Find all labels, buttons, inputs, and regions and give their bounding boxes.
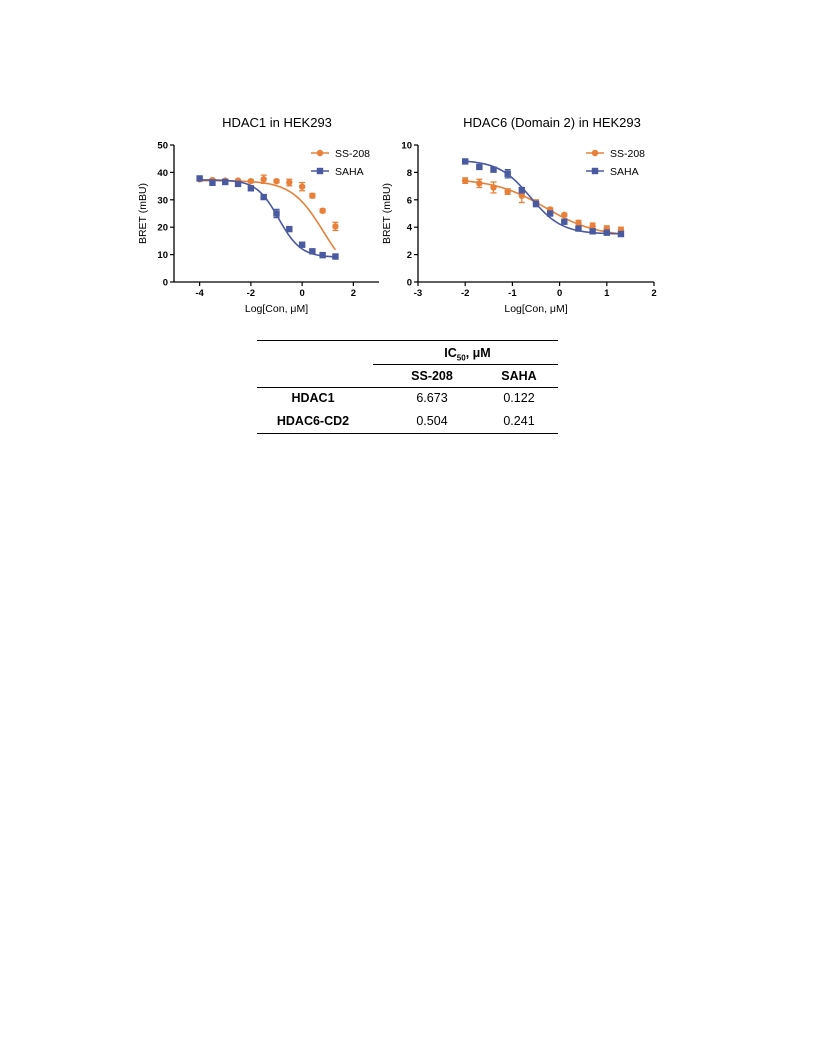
y-tick-label: 50 [157,141,168,152]
data-point-ss-208 [476,180,483,187]
y-axis-label: BRET (mBU) [137,183,149,244]
x-axis-label: Log[Con, μM] [245,303,308,315]
column-header-ss208: SS-208 [411,369,453,383]
data-point-ss-208 [575,219,582,227]
data-point-ss-208 [273,177,280,185]
data-point-ss-208 [260,176,267,183]
y-tick-label: 10 [157,250,168,261]
data-point-ss-208 [309,192,316,199]
data-point-ss-208 [332,223,339,230]
data-point-saha [273,210,280,217]
y-tick-label: 8 [407,168,412,179]
data-point-ss-208 [589,222,596,230]
x-tick-label: 2 [351,288,356,299]
data-point-ss-208 [462,177,469,184]
hdac6-chart-panel: HDAC6 (Domain 2) in HEK293 0 2 4 6 8 10 -3 -2 -1 0… [381,110,680,325]
data-point-saha [247,185,255,192]
data-point-saha [575,225,582,232]
row-label-hdac1: HDAC1 [291,391,335,405]
y-tick-label: 20 [157,223,168,234]
fit-curve-ss-208 [465,180,622,235]
y-tick-label: 0 [163,278,168,289]
hdac6-chart: HDAC6 (Domain 2) in HEK293 0 2 4 6 8 10 -3 -2 -1 0… [381,115,657,315]
y-tick-label: 2 [407,250,412,261]
cell-hdac1-saha: 0.122 [503,391,535,405]
cell-hdac6-saha: 0.241 [503,414,535,428]
x-tick-label: -1 [508,288,517,299]
x-tick-label: 0 [557,288,562,299]
table-bottom-rule [257,433,558,434]
data-point-saha [462,158,469,165]
data-point-saha [532,200,540,208]
row-label-hdac6-cd2: HDAC6-CD2 [276,414,350,428]
column-header-rule [257,387,558,388]
data-point-saha [603,229,610,236]
legend-label: SAHA [610,166,639,178]
data-point-ss-208 [286,179,293,186]
ic50-header: IC50, μM [444,346,491,363]
data-point-ss-208 [247,177,255,185]
legend-marker [316,167,324,175]
y-tick-label: 40 [157,168,168,179]
data-point-saha [209,179,216,187]
cell-hdac1-ss208: 6.673 [416,391,448,405]
data-point-saha [260,193,267,201]
chart-title: HDAC6 (Domain 2) in HEK293 [463,115,641,130]
legend-label: SS-208 [610,148,645,160]
data-point-ss-208 [319,207,326,214]
data-point-saha [222,178,229,186]
x-tick-label: 2 [651,288,656,299]
y-tick-label: 0 [407,278,412,289]
data-point-saha [476,163,483,171]
data-point-saha [546,210,554,217]
legend-label: SS-208 [335,148,370,160]
data-point-ss-208 [490,184,497,191]
chart-title: HDAC1 in HEK293 [222,115,332,130]
data-point-ss-208 [298,183,306,190]
legend-label: SAHA [335,166,364,178]
x-tick-label: -3 [414,288,422,299]
data-point-ss-208 [561,211,568,219]
y-tick-label: 10 [401,141,412,152]
data-point-saha [617,230,625,238]
hdac1-chart-panel: HDAC1 in HEK293 0 10 20 30 40 50 -4 -2 0 2 Log[Con,… [130,110,400,325]
y-axis-label: BRET (mBU) [381,183,393,244]
y-tick-label: 6 [407,195,412,206]
x-tick-label: 1 [604,288,610,299]
data-point-saha [309,248,316,255]
data-point-saha [490,166,497,173]
data-point-saha [589,228,596,235]
fit-curve-ss-208 [199,179,337,251]
x-tick-label: -2 [461,288,469,299]
legend-marker [591,167,599,175]
data-point-saha [196,175,203,182]
data-point-ss-208 [504,188,511,195]
legend-marker [316,149,324,157]
hdac1-chart: HDAC1 in HEK293 0 10 20 30 40 50 -4 -2 0 2 Log[Con,… [137,115,379,315]
ic50-header-rule [373,364,558,365]
data-point-saha [234,180,242,188]
x-tick-label: -4 [195,288,204,299]
column-header-saha: SAHA [501,369,537,383]
y-tick-label: 4 [407,223,413,234]
data-point-saha [504,170,511,177]
data-point-saha [298,241,306,248]
x-tick-label: 0 [299,288,304,299]
legend-marker [591,149,599,157]
x-tick-label: -2 [247,288,255,299]
x-axis-label: Log[Con, μM] [504,303,567,315]
data-point-saha [286,225,293,233]
data-point-saha [518,187,526,194]
cell-hdac6-ss208: 0.504 [416,414,448,428]
table-top-rule [257,340,558,341]
data-point-saha [332,253,339,260]
data-point-saha [561,218,568,225]
data-point-ss-208 [518,192,526,199]
data-point-saha [319,251,326,259]
y-tick-label: 30 [157,195,168,206]
